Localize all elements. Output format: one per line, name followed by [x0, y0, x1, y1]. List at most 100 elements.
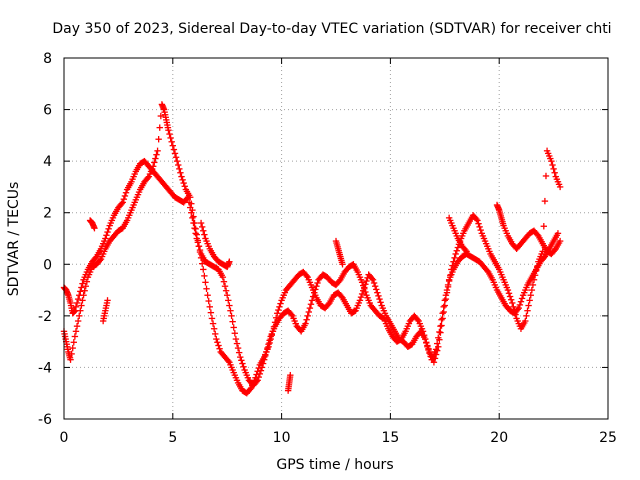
- data-point: [73, 322, 81, 330]
- data-point: [525, 302, 532, 309]
- data-point: [105, 225, 112, 233]
- data-point: [200, 227, 207, 234]
- data-point: [203, 285, 210, 292]
- data-point: [235, 349, 243, 356]
- data-point: [189, 214, 196, 222]
- x-tick-label: 15: [381, 430, 399, 446]
- data-point: [524, 307, 531, 314]
- data-point: [477, 226, 484, 234]
- data-point: [528, 286, 536, 294]
- data-point: [548, 157, 555, 165]
- data-point: [556, 183, 564, 191]
- data-point: [102, 235, 109, 242]
- data-point: [438, 322, 445, 329]
- data-point: [175, 161, 182, 169]
- data-point: [120, 195, 128, 203]
- data-point: [511, 307, 518, 314]
- data-point: [168, 138, 175, 146]
- data-point: [74, 295, 82, 303]
- data-point: [122, 189, 130, 196]
- data-point: [368, 275, 376, 282]
- data-point: [196, 248, 204, 256]
- data-point: [173, 157, 181, 165]
- data-point: [374, 289, 381, 296]
- data-point: [449, 262, 456, 269]
- data-point: [79, 280, 86, 287]
- data-point: [463, 248, 470, 255]
- data-point: [104, 297, 111, 304]
- data-point: [433, 340, 441, 347]
- series-2: [60, 101, 564, 397]
- data-point: [514, 306, 521, 313]
- data-point: [304, 312, 311, 320]
- data-point: [450, 258, 457, 265]
- data-point: [155, 136, 162, 143]
- data-point: [271, 319, 279, 326]
- data-point: [69, 344, 76, 352]
- data-point: [207, 309, 215, 316]
- data-point: [516, 301, 524, 309]
- y-tick-label: 6: [43, 103, 52, 119]
- data-point: [448, 266, 455, 273]
- data-point: [272, 314, 280, 321]
- data-point: [357, 293, 365, 301]
- data-point: [226, 258, 233, 265]
- data-point: [430, 359, 438, 366]
- data-point: [198, 223, 206, 231]
- data-point: [191, 219, 198, 227]
- data-point: [208, 315, 216, 322]
- data-point: [255, 364, 262, 372]
- data-point: [269, 328, 277, 335]
- data-point: [518, 295, 526, 302]
- data-point: [268, 331, 276, 339]
- data-point: [231, 330, 239, 337]
- data-point: [308, 297, 316, 304]
- data-point: [144, 174, 151, 182]
- data-point: [181, 183, 188, 190]
- data-point: [303, 316, 310, 323]
- data-point: [210, 325, 218, 332]
- data-point: [266, 339, 273, 347]
- data-point: [531, 272, 539, 279]
- data-point: [201, 231, 208, 238]
- data-point: [336, 277, 343, 285]
- data-point: [225, 297, 232, 304]
- data-point: [226, 302, 233, 309]
- data-point: [484, 267, 491, 274]
- data-point: [71, 307, 79, 314]
- data-point: [91, 224, 98, 232]
- data-point: [425, 345, 432, 352]
- y-tick-labels: -6 -4 -2 0 2 4 6 8: [38, 51, 52, 428]
- data-point: [166, 130, 173, 138]
- x-tick-label: 25: [599, 430, 617, 446]
- y-tick-label: -2: [38, 309, 52, 325]
- data-point: [156, 124, 163, 131]
- y-axis-label: SDTVAR / TECUs: [6, 182, 22, 297]
- data-point: [527, 292, 534, 299]
- x-tick-label: 20: [490, 430, 508, 446]
- data-point: [517, 298, 525, 305]
- data-point: [369, 276, 377, 283]
- data-point: [443, 289, 451, 296]
- data-point: [189, 206, 196, 214]
- data-point: [534, 231, 541, 238]
- data-point: [452, 250, 459, 258]
- data-point: [152, 155, 159, 162]
- data-point: [73, 299, 81, 307]
- data-point: [200, 266, 207, 273]
- data-point: [180, 179, 187, 187]
- data-point: [454, 244, 462, 251]
- data-point: [474, 217, 481, 224]
- x-tick-label: 5: [168, 430, 177, 446]
- data-point: [507, 296, 515, 303]
- data-point: [192, 225, 199, 233]
- data-point: [215, 342, 222, 349]
- data-point: [221, 283, 229, 290]
- data-point: [303, 272, 310, 280]
- data-point: [225, 357, 232, 365]
- data-point: [198, 260, 206, 267]
- x-tick-label: 10: [273, 430, 291, 446]
- data-point: [239, 360, 246, 367]
- data-point: [202, 279, 209, 286]
